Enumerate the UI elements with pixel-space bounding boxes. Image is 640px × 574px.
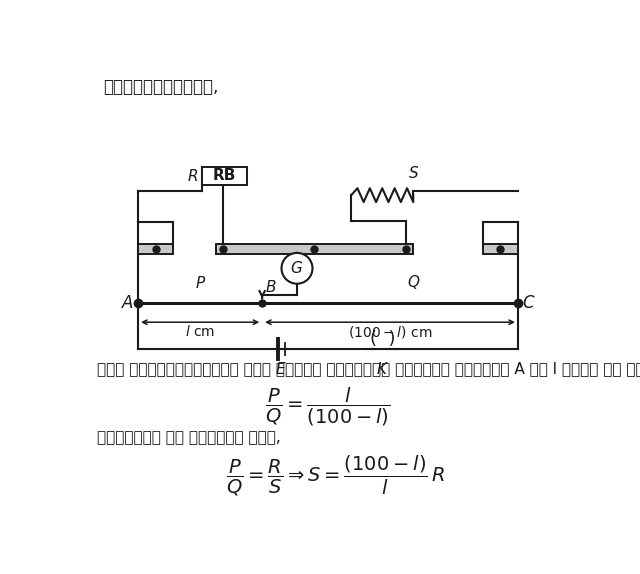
Text: $\dfrac{P}{Q} = \dfrac{R}{S} \Rightarrow S = \dfrac{(100-l)}{l}\, R$: $\dfrac{P}{Q} = \dfrac{R}{S} \Rightarrow… — [226, 454, 445, 498]
Text: $A$: $A$ — [121, 294, 134, 312]
Text: $B$: $B$ — [265, 280, 276, 295]
Text: $(100-l)$ cm: $(100-l)$ cm — [348, 324, 432, 340]
Bar — [138, 244, 173, 254]
Text: $\dfrac{P}{Q} = \dfrac{l}{(100-l)}$: $\dfrac{P}{Q} = \dfrac{l}{(100-l)}$ — [265, 386, 391, 428]
Text: यदि गैल्वेनोमीटर में शून्य विक्षेप स्थिति बिन्दु A से l दूरी पर प्राप्त हो तब: यदि गैल्वेनोमीटर में शून्य विक्षेप स्थित… — [97, 360, 640, 376]
Text: $E$: $E$ — [275, 362, 287, 378]
Text: सन्तुलन की स्थिति में,: सन्तुलन की स्थिति में, — [97, 430, 281, 445]
Text: RB: RB — [212, 168, 236, 184]
Bar — [216, 244, 413, 254]
Text: $P$: $P$ — [195, 274, 205, 290]
Text: $R$: $R$ — [187, 168, 198, 184]
Text: $S$: $S$ — [408, 165, 419, 181]
Circle shape — [282, 253, 312, 284]
Bar — [483, 244, 518, 254]
Text: (  ): ( ) — [369, 331, 395, 348]
Bar — [202, 166, 246, 185]
Text: $K$: $K$ — [376, 362, 388, 378]
Text: चित्रानुसार,: चित्रानुसार, — [103, 78, 219, 96]
Text: $G$: $G$ — [291, 261, 303, 276]
Text: $Q$: $Q$ — [406, 273, 420, 290]
Text: $C$: $C$ — [522, 294, 536, 312]
Text: $l$ cm: $l$ cm — [185, 324, 215, 339]
